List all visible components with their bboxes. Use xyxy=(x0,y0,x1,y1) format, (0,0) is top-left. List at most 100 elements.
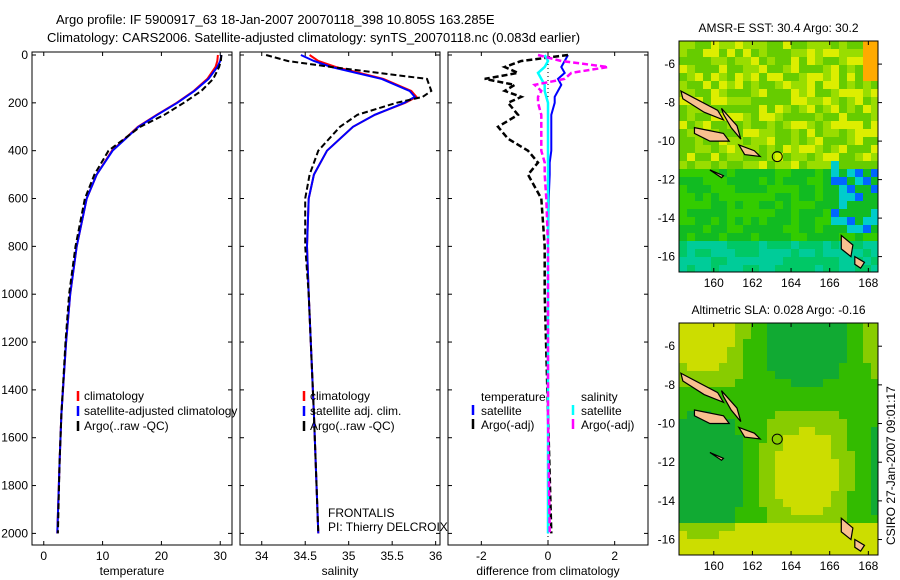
map-cell xyxy=(775,403,783,411)
map-cell xyxy=(735,379,743,387)
pi-annotation: FRONTALIS xyxy=(328,506,394,520)
map-cell xyxy=(767,169,775,177)
map-cell xyxy=(815,241,823,249)
map-cell xyxy=(807,467,815,475)
map-cell xyxy=(847,411,855,419)
map-cell xyxy=(783,331,791,339)
map-cell xyxy=(759,339,767,347)
map-cell xyxy=(871,443,878,451)
map-cell xyxy=(767,137,775,145)
map-cell xyxy=(783,483,791,491)
series-line-argo-raw-qc- xyxy=(265,54,433,534)
map-cell xyxy=(695,137,703,145)
map-cell xyxy=(863,233,871,241)
map-cell xyxy=(751,443,759,451)
map-cell xyxy=(751,97,759,105)
map-cell xyxy=(839,217,847,225)
map-cell xyxy=(775,347,783,355)
map-cell xyxy=(791,225,799,233)
map-cell xyxy=(791,499,799,507)
map-cell xyxy=(807,339,815,347)
map-cell xyxy=(679,347,687,355)
map-cell xyxy=(807,89,815,97)
map-cell xyxy=(711,491,719,499)
island-coastline xyxy=(737,426,762,440)
map-cell xyxy=(767,217,775,225)
map-cell xyxy=(735,137,743,145)
map-cell xyxy=(735,225,743,233)
map-cell xyxy=(743,105,751,113)
map-cell xyxy=(695,153,703,161)
map-cell xyxy=(767,41,775,49)
map-cell xyxy=(799,217,807,225)
map-cell xyxy=(871,467,878,475)
map-cell xyxy=(839,145,847,153)
map-cell xyxy=(799,515,807,523)
map-cell xyxy=(711,379,719,387)
map-cell xyxy=(727,515,735,523)
map-cell xyxy=(775,201,783,209)
map-cell xyxy=(807,113,815,121)
map-cell xyxy=(735,547,743,555)
map-cell xyxy=(735,339,743,347)
x-tick-label: 35 xyxy=(342,549,356,563)
map-cell xyxy=(695,241,703,249)
island-coastline xyxy=(680,372,725,404)
map-cell xyxy=(711,225,719,233)
map-cell xyxy=(775,65,783,73)
map-cell xyxy=(751,129,759,137)
map-cell xyxy=(703,49,711,57)
map-axes-box xyxy=(678,40,879,273)
map-cell xyxy=(679,387,687,395)
map-title: AMSR-E SST: 30.4 Argo: 30.2 xyxy=(698,21,858,35)
map-cell xyxy=(735,193,743,201)
map-cell xyxy=(711,443,719,451)
map-cell xyxy=(751,73,759,81)
map-cell xyxy=(807,233,815,241)
map-cell xyxy=(727,443,735,451)
map-cell xyxy=(807,217,815,225)
map-cell xyxy=(687,41,695,49)
map-cell xyxy=(847,209,855,217)
map-cell xyxy=(743,137,751,145)
map-cell xyxy=(839,371,847,379)
map-cell xyxy=(727,491,735,499)
map-cell xyxy=(767,427,775,435)
map-cell xyxy=(719,265,727,272)
map-cell xyxy=(783,531,791,539)
map-cell xyxy=(759,193,767,201)
map-cell xyxy=(799,89,807,97)
map-cell xyxy=(775,137,783,145)
map-cell xyxy=(799,435,807,443)
map-cell xyxy=(687,427,695,435)
map-cell xyxy=(815,355,823,363)
map-cell xyxy=(783,411,791,419)
map-cell xyxy=(687,249,695,257)
map-cell xyxy=(727,323,735,331)
map-cell xyxy=(847,435,855,443)
map-cell xyxy=(711,403,719,411)
map-cell xyxy=(831,507,839,515)
map-cell xyxy=(839,121,847,129)
map-cell xyxy=(695,169,703,177)
map-cell xyxy=(791,387,799,395)
map-cell xyxy=(775,233,783,241)
map-cell xyxy=(783,491,791,499)
map-cell xyxy=(751,403,759,411)
map-cell xyxy=(791,217,799,225)
map-cell xyxy=(743,129,751,137)
map-cell xyxy=(807,225,815,233)
map-cell xyxy=(823,137,831,145)
map-cell xyxy=(807,371,815,379)
map-cell xyxy=(871,539,878,547)
map-cell xyxy=(703,137,711,145)
map-cell xyxy=(775,339,783,347)
map-cell xyxy=(751,435,759,443)
map-cell xyxy=(839,105,847,113)
map-cell xyxy=(799,257,807,265)
map-cell xyxy=(679,113,687,121)
map-cell xyxy=(871,185,878,193)
map-cell xyxy=(863,355,871,363)
map-cell xyxy=(727,523,735,531)
y-tick-label: -16 xyxy=(658,250,676,264)
